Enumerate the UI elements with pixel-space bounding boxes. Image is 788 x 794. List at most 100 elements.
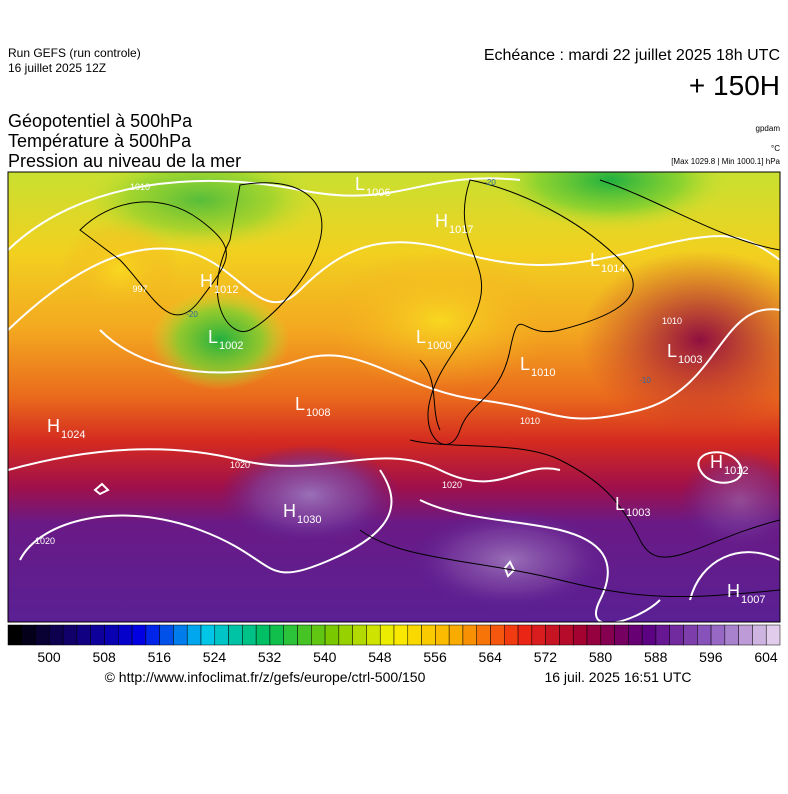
center-pressure: 1012 — [724, 465, 748, 477]
colorbar-swatch — [283, 624, 298, 646]
center-pressure: 1010 — [531, 367, 555, 379]
pressure-range: [Max 1029.8 | Min 1000.1] hPa — [671, 157, 780, 166]
colorbar-tick-label: 540 — [313, 649, 337, 665]
source: © http://www.infoclimat.fr/z/gefs/europe… — [105, 669, 426, 685]
colorbar-swatch — [228, 624, 243, 646]
isobar-label: 1020 — [230, 460, 250, 470]
run-date: 16 juillet 2025 12Z — [8, 61, 106, 75]
center-kind: L — [208, 327, 218, 347]
colorbar-swatch — [338, 624, 353, 646]
colorbar-swatch — [90, 624, 105, 646]
center-kind: H — [47, 416, 60, 436]
colorbar-swatch — [131, 624, 147, 646]
center-kind: H — [710, 452, 723, 472]
colorbar-tick-label: 508 — [92, 649, 116, 665]
colorbar-tick-label: 564 — [479, 649, 503, 665]
colorbar-swatch — [186, 624, 202, 646]
run: Run GEFS (run controle) — [8, 46, 141, 60]
center-pressure: 1000 — [427, 340, 451, 352]
isobar-label: 1020 — [35, 536, 55, 546]
isobar-label: 1010 — [520, 416, 540, 426]
colorbar-swatch — [214, 624, 229, 646]
colorbar-swatch — [586, 624, 602, 646]
colorbar-tick-label: 516 — [148, 649, 172, 665]
center-kind: L — [295, 394, 305, 414]
colorbar-tick-label: 532 — [258, 649, 282, 665]
isobar-label: 1010 — [130, 182, 150, 192]
center-pressure: 1003 — [626, 507, 650, 519]
colorbar-swatch — [697, 624, 712, 646]
colorbar-swatch — [379, 624, 395, 646]
center-pressure: 1014 — [601, 263, 625, 275]
map-field — [8, 172, 780, 622]
colorbar-swatch — [641, 624, 657, 646]
center-pressure: 1017 — [449, 224, 473, 236]
temperature-label: -20 — [484, 178, 496, 187]
colorbar-tick-label: 548 — [368, 649, 392, 665]
colorbar-swatch — [517, 624, 533, 646]
colorbar-swatch — [765, 624, 781, 646]
colorbar-swatch — [655, 624, 670, 646]
colorbar-swatch — [7, 624, 23, 646]
colorbar-swatch — [242, 624, 257, 646]
center-pressure: 1012 — [214, 284, 238, 296]
colorbar-swatch — [531, 624, 546, 646]
center-kind: L — [615, 494, 625, 514]
colorbar-tick-label: 556 — [423, 649, 447, 665]
coastlines — [79, 179, 780, 598]
colorbar-swatch — [600, 624, 615, 646]
colorbar-tick-label: 588 — [644, 649, 668, 665]
colorbar-swatch — [490, 624, 505, 646]
colorbar-swatch — [21, 624, 36, 646]
colorbar-swatch — [159, 624, 174, 646]
colorbar-swatch — [407, 624, 422, 646]
center-kind: L — [355, 174, 365, 194]
colorbar-swatch — [504, 624, 519, 646]
colorbar-swatch — [628, 624, 643, 646]
center-kind: L — [520, 354, 530, 374]
colorbar-swatch — [724, 624, 739, 646]
temperature-label: -20 — [186, 310, 198, 319]
title: Pression au niveau de la mer — [8, 151, 241, 171]
colorbar-swatch — [76, 624, 91, 646]
isobar-label: 1020 — [442, 480, 462, 490]
colorbar-swatch — [559, 624, 574, 646]
colorbar-swatch — [352, 624, 367, 646]
unit: °C — [771, 144, 780, 153]
colorbar-swatch — [311, 624, 326, 646]
colorbar-swatch — [476, 624, 491, 646]
colorbar-swatch — [393, 624, 409, 646]
center-pressure: 1024 — [61, 429, 85, 441]
center-kind: H — [200, 271, 213, 291]
colorbar-swatch — [448, 624, 464, 646]
colorbar-swatch — [572, 624, 588, 646]
colorbar-swatch — [669, 624, 684, 646]
colorbar-swatch — [118, 624, 133, 646]
center-pressure: 1002 — [219, 340, 243, 352]
center-kind: L — [416, 327, 426, 347]
echeance: Echéance : mardi 22 juillet 2025 18h UTC — [484, 47, 780, 64]
colorbar-swatch — [269, 624, 284, 646]
colorbar-swatch — [366, 624, 381, 646]
colorbar-swatch — [545, 624, 560, 646]
colorbar-tick-label: 604 — [754, 649, 778, 665]
colorbar-swatch — [435, 624, 450, 646]
center-kind: H — [283, 501, 296, 521]
colorbar-swatch — [752, 624, 767, 646]
colorbar-swatch — [35, 624, 50, 646]
colorbar-swatch — [683, 624, 698, 646]
colorbar-tick-label: 580 — [589, 649, 613, 665]
lead-time: + 150H — [689, 70, 780, 101]
colorbar-swatch — [104, 624, 119, 646]
colorbar-swatch — [173, 624, 188, 646]
title: Géopotentiel à 500hPa — [8, 111, 193, 131]
colorbar-swatch — [614, 624, 629, 646]
colorbar-swatch — [421, 624, 436, 646]
center-pressure: 1008 — [306, 407, 330, 419]
colorbar-swatch — [710, 624, 726, 646]
center-kind: H — [435, 211, 448, 231]
colorbar-tick-label: 524 — [203, 649, 227, 665]
map-frame — [7, 171, 781, 623]
colorbar-swatch — [738, 624, 753, 646]
